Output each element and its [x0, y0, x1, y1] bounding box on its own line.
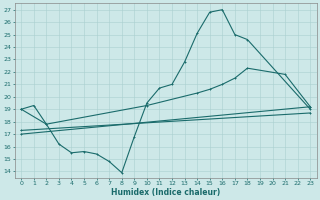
X-axis label: Humidex (Indice chaleur): Humidex (Indice chaleur): [111, 188, 220, 197]
